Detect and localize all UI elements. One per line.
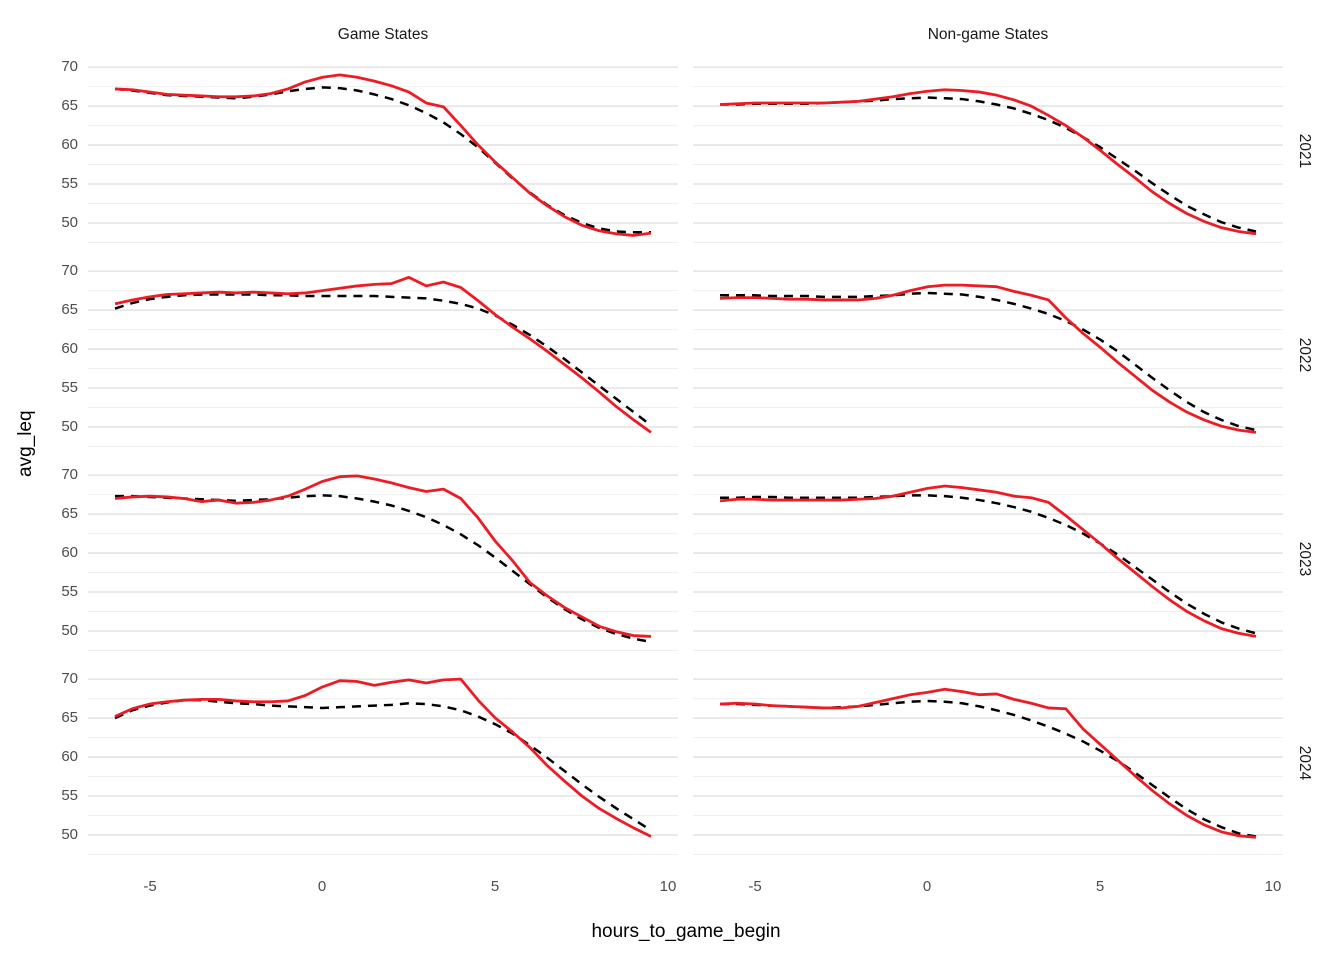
y-tick-label: 55: [61, 583, 78, 600]
x-tick-label: 10: [659, 878, 677, 895]
x-tick-label: 0: [317, 878, 327, 895]
y-tick-label: 65: [61, 505, 78, 522]
black-dashed-line: [115, 494, 652, 644]
black-dashed-line: [720, 291, 1257, 432]
black-dashed-line: [720, 494, 1257, 635]
red-solid-line: [114, 474, 652, 638]
black-dashed-line: [114, 698, 652, 832]
red-solid-line: [719, 283, 1257, 434]
y-tick-label: 65: [61, 709, 78, 726]
panel-2021-game: [88, 57, 678, 244]
y-tick-label: 55: [61, 787, 78, 804]
panel-2021-non-game: [693, 57, 1283, 244]
black-dashed-line: [114, 293, 652, 427]
y-tick-label: 50: [61, 418, 78, 435]
red-solid-line: [114, 677, 652, 838]
y-tick-label: 70: [61, 670, 78, 687]
y-tick-label: 60: [61, 340, 78, 357]
panel-2023-game: [88, 465, 678, 652]
x-tick-label: 10: [1264, 878, 1282, 895]
red-solid-line: [719, 484, 1257, 638]
column-title-non-game-states: Non-game States: [927, 26, 1049, 43]
panel-2024-non-game: [693, 669, 1283, 856]
y-tick-label: 70: [61, 466, 78, 483]
y-tick-label: 60: [61, 544, 78, 561]
y-tick-label: 70: [61, 58, 78, 75]
panel-2023-non-game: [693, 465, 1283, 652]
black-dashed-line: [720, 96, 1257, 233]
x-tick-label: 0: [922, 878, 932, 895]
row-strip-label-2023: 2023: [1296, 541, 1313, 577]
y-tick-label: 50: [61, 622, 78, 639]
y-tick-label: 60: [61, 748, 78, 765]
y-tick-label: 55: [61, 175, 78, 192]
x-axis-title: hours_to_game_begin: [591, 921, 781, 942]
column-title-game-states: Game States: [337, 26, 429, 43]
x-tick-label: -5: [143, 878, 157, 895]
black-dashed-line: [720, 699, 1257, 838]
x-tick-label: 5: [490, 878, 500, 895]
panel-2022-game: [88, 261, 678, 448]
red-solid-line: [719, 88, 1257, 236]
black-dashed-line: [114, 86, 651, 234]
y-tick-label: 50: [61, 214, 78, 231]
y-tick-label: 60: [61, 136, 78, 153]
y-tick-label: 55: [61, 379, 78, 396]
row-strip-label-2021: 2021: [1296, 133, 1313, 169]
y-tick-label: 70: [61, 262, 78, 279]
y-tick-label: 65: [61, 97, 78, 114]
red-solid-line: [114, 275, 652, 434]
x-tick-label: 5: [1095, 878, 1105, 895]
red-solid-line: [719, 687, 1257, 839]
panel-2024-game: [88, 669, 678, 856]
panel-2022-non-game: [693, 261, 1283, 448]
y-tick-label: 50: [61, 826, 78, 843]
row-strip-label-2024: 2024: [1296, 745, 1313, 781]
red-solid-line: [114, 73, 652, 237]
y-tick-label: 65: [61, 301, 78, 318]
row-strip-label-2022: 2022: [1296, 337, 1313, 373]
x-tick-label: -5: [748, 878, 762, 895]
